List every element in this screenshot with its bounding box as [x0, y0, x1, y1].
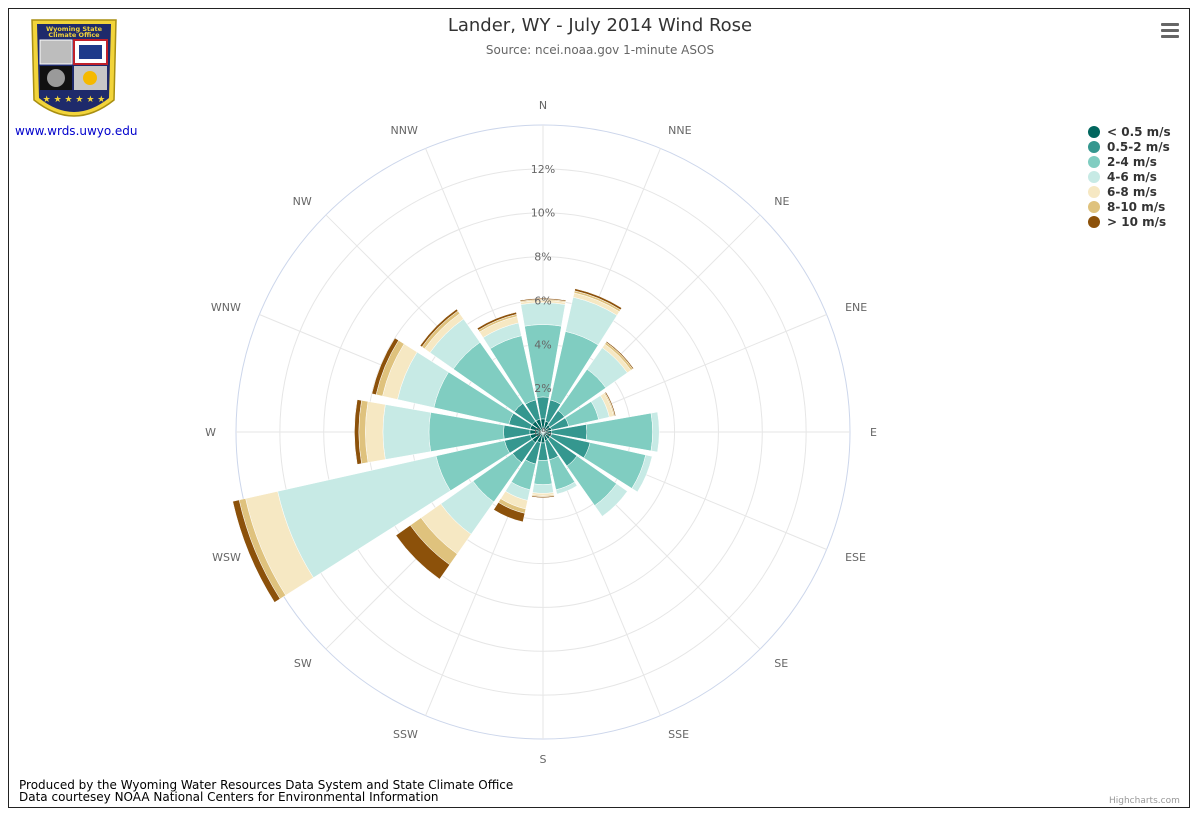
direction-label-wnw: WNW [211, 301, 241, 314]
direction-label-ssw: SSW [393, 728, 418, 741]
bar-wsw-series-6[interactable] [232, 499, 281, 603]
direction-label-ne: NE [774, 195, 789, 208]
legend-item-2[interactable]: 2-4 m/s [1088, 154, 1171, 169]
bar-wnw-series-6[interactable] [371, 337, 399, 395]
bar-s-series-3[interactable] [532, 483, 554, 494]
chart-title: Lander, WY - July 2014 Wind Rose [447, 15, 753, 36]
legend-swatch-icon [1088, 140, 1100, 153]
legend-swatch-icon [1088, 215, 1100, 228]
bar-w-series-4[interactable] [365, 401, 386, 463]
bar-nw-series-6[interactable] [419, 308, 459, 348]
legend-label: 4-6 m/s [1107, 169, 1157, 184]
direction-label-w: W [205, 426, 216, 439]
legend: < 0.5 m/s 0.5-2 m/s 2-4 m/s 4-6 m/s 6-8 m/s 8… [1088, 124, 1171, 229]
direction-label-ese: ESE [845, 551, 866, 564]
bar-nne-series-6[interactable] [574, 288, 623, 311]
footer-produced-by: Produced by the Wyoming Water Resources … [19, 778, 514, 792]
radial-tick-label: 4% [534, 338, 551, 351]
direction-label-e: E [870, 426, 877, 439]
bar-w-series-3[interactable] [382, 404, 431, 460]
bar-s-series-6[interactable] [531, 495, 555, 499]
wyoming-state-climate-office-logo: Wyoming State Climate Office ★ ★ ★ ★ ★ ★ [31, 19, 117, 117]
direction-label-ene: ENE [845, 301, 867, 314]
bar-s-series-2[interactable] [533, 459, 553, 485]
chart-subtitle: Source: ncei.noaa.gov 1-minute ASOS [485, 43, 715, 57]
radial-tick-label: 12% [531, 163, 555, 176]
bar-sw-series-6[interactable] [395, 524, 451, 580]
radial-tick-label: 8% [534, 251, 551, 264]
legend-item-1[interactable]: 0.5-2 m/s [1088, 139, 1171, 154]
bar-ssw-series-6[interactable] [493, 502, 526, 523]
logo-text-line2: Climate Office [48, 31, 100, 39]
hamburger-menu-icon[interactable] [1158, 20, 1182, 42]
legend-swatch-icon [1088, 200, 1100, 213]
bar-n-series-6[interactable] [519, 298, 567, 302]
direction-label-sw: SW [294, 657, 312, 670]
legend-label: < 0.5 m/s [1107, 124, 1171, 139]
bar-ene-series-6[interactable] [604, 391, 617, 417]
bar-nnw-series-6[interactable] [476, 311, 517, 331]
direction-label-nne: NNE [668, 124, 691, 137]
legend-item-0[interactable]: < 0.5 m/s [1088, 124, 1171, 139]
wind-rose-bars [232, 288, 660, 603]
legend-swatch-icon [1088, 125, 1100, 138]
legend-item-3[interactable]: 4-6 m/s [1088, 169, 1171, 184]
legend-label: 2-4 m/s [1107, 154, 1157, 169]
legend-swatch-icon [1088, 155, 1100, 168]
bar-ne-series-6[interactable] [605, 341, 634, 370]
legend-swatch-icon [1088, 170, 1100, 183]
legend-label: > 10 m/s [1107, 214, 1167, 229]
radial-tick-label: 0% [534, 426, 551, 439]
direction-label-se: SE [774, 657, 788, 670]
bar-se-series-3[interactable] [594, 483, 628, 517]
legend-item-5[interactable]: 8-10 m/s [1088, 199, 1171, 214]
direction-label-nnw: NNW [391, 124, 418, 137]
radial-tick-label: 6% [534, 294, 551, 307]
legend-label: 8-10 m/s [1107, 199, 1166, 214]
radial-tick-label: 2% [534, 382, 551, 395]
radial-tick-label: 10% [531, 207, 555, 220]
bar-w-series-6[interactable] [354, 399, 362, 465]
svg-text:★ ★ ★ ★ ★ ★: ★ ★ ★ ★ ★ ★ [43, 95, 106, 105]
bar-ese-series-3[interactable] [631, 454, 653, 493]
direction-label-nw: NW [293, 195, 312, 208]
legend-label: 6-8 m/s [1107, 184, 1157, 199]
legend-item-6[interactable]: > 10 m/s [1088, 214, 1171, 229]
direction-label-sse: SSE [668, 728, 689, 741]
footer-data-courtesy: Data courtesey NOAA National Centers for… [19, 790, 439, 804]
legend-item-4[interactable]: 6-8 m/s [1088, 184, 1171, 199]
direction-label-wsw: WSW [212, 551, 241, 564]
legend-label: 0.5-2 m/s [1107, 139, 1170, 154]
direction-label-s: S [540, 753, 547, 766]
legend-swatch-icon [1088, 185, 1100, 198]
website-link[interactable]: www.wrds.uwyo.edu [15, 124, 138, 138]
logo-text-line1: Wyoming State [46, 25, 103, 33]
highcharts-credit[interactable]: Highcharts.com [1109, 796, 1180, 806]
bar-e-series-3[interactable] [650, 411, 660, 453]
direction-label-n: N [539, 99, 547, 112]
bar-sse-series-3[interactable] [555, 481, 578, 495]
